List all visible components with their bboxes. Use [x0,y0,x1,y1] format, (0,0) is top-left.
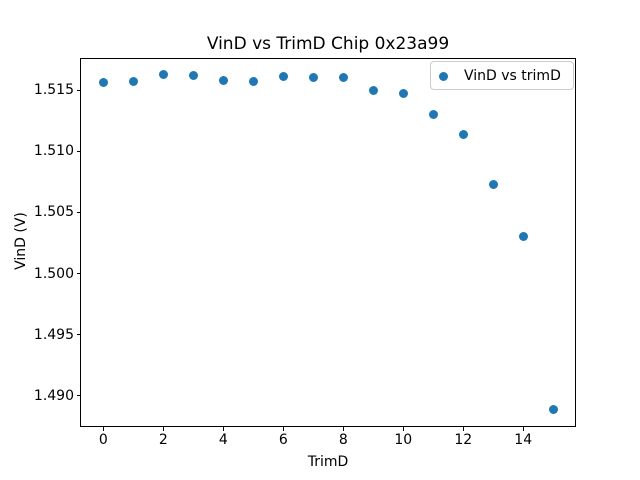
data-point [518,232,528,242]
data-point [248,76,258,86]
y-tick-mark [76,150,80,152]
data-point [218,75,228,85]
y-tick-label: 1.515 [33,82,74,99]
y-tick-mark [76,395,80,397]
data-point [128,76,138,86]
x-axis-label: TrimD [307,454,349,470]
y-tick-label: 1.495 [33,326,74,343]
x-tick-label: 2 [158,432,168,448]
y-tick-label: 1.500 [33,265,74,282]
legend-label: VinD vs trimD [464,67,561,84]
y-tick-mark [76,211,80,213]
data-point [368,85,378,95]
x-tick-mark [162,427,164,431]
y-axis-label: VinD (V) [13,212,29,270]
x-tick-label: 6 [278,432,288,448]
data-point [458,129,468,139]
y-tick-label: 1.505 [33,204,74,221]
scatter-marker-icon [438,72,448,81]
y-tick-mark [76,334,80,336]
data-point [548,404,558,414]
x-tick-mark [402,427,404,431]
x-tick-label: 12 [454,432,473,448]
x-tick-mark [222,427,224,431]
data-point [398,89,408,99]
legend: VinD vs trimD [430,61,574,90]
data-point [278,72,288,82]
x-tick-label: 10 [394,432,413,448]
plot-area [80,57,576,428]
data-point [338,73,348,83]
y-tick-mark [76,273,80,275]
data-point [428,110,438,119]
data-point [98,78,108,88]
chart-title: VinD vs TrimD Chip 0x23a99 [206,34,450,54]
y-tick-label: 1.510 [33,143,74,160]
x-tick-mark [342,427,344,431]
x-tick-mark [102,427,104,431]
x-tick-mark [282,427,284,431]
x-tick-label: 8 [338,432,348,448]
x-tick-mark [522,427,524,431]
x-tick-mark [462,427,464,431]
y-tick-label: 1.490 [33,387,74,404]
x-tick-label: 4 [218,432,228,448]
data-point [308,73,318,83]
data-point [158,69,168,79]
x-tick-label: 0 [98,432,108,448]
data-point [188,70,198,80]
data-point [488,179,498,189]
y-tick-mark [76,89,80,91]
x-tick-label: 14 [514,432,533,448]
